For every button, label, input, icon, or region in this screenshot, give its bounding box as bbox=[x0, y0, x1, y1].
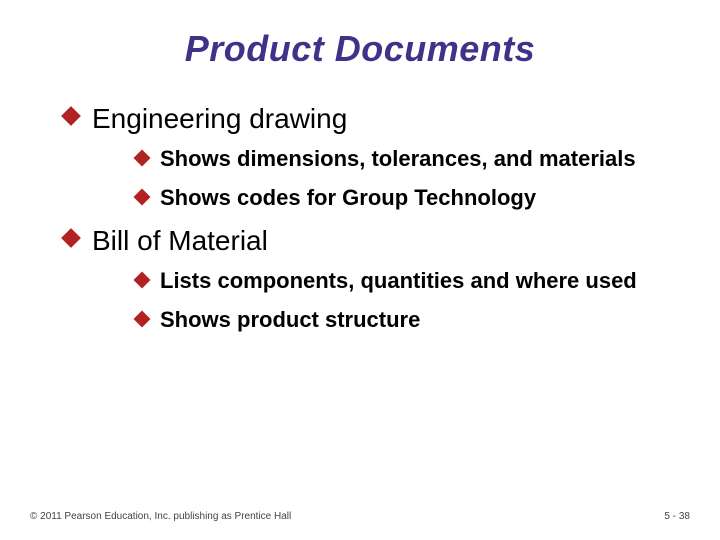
bullet-label: Engineering drawing bbox=[92, 102, 347, 136]
slide: Product Documents Engineering drawing Sh… bbox=[0, 0, 720, 540]
copyright-text: © 2011 Pearson Education, Inc. publishin… bbox=[30, 511, 291, 522]
bullet-item-engineering: Engineering drawing bbox=[64, 102, 680, 136]
sub-bullet-label: Shows dimensions, tolerances, and materi… bbox=[160, 146, 636, 171]
page-number: 5 - 38 bbox=[664, 511, 690, 522]
slide-title: Product Documents bbox=[40, 28, 680, 70]
diamond-icon bbox=[134, 188, 151, 205]
bullet-item-bom: Bill of Material bbox=[64, 224, 680, 258]
sub-bullet-item: Lists components, quantities and where u… bbox=[136, 268, 680, 293]
sub-bullet-item: Shows dimensions, tolerances, and materi… bbox=[136, 146, 680, 171]
sub-bullet-label: Shows product structure bbox=[160, 307, 420, 332]
sub-bullet-label: Shows codes for Group Technology bbox=[160, 185, 536, 210]
diamond-icon bbox=[61, 106, 81, 126]
diamond-icon bbox=[61, 228, 81, 248]
sub-bullet-item: Shows product structure bbox=[136, 307, 680, 332]
sub-bullet-label: Lists components, quantities and where u… bbox=[160, 268, 637, 293]
bullet-label: Bill of Material bbox=[92, 224, 268, 258]
diamond-icon bbox=[134, 271, 151, 288]
sub-bullet-item: Shows codes for Group Technology bbox=[136, 185, 680, 210]
diamond-icon bbox=[134, 311, 151, 328]
footer: © 2011 Pearson Education, Inc. publishin… bbox=[30, 511, 690, 522]
diamond-icon bbox=[134, 149, 151, 166]
